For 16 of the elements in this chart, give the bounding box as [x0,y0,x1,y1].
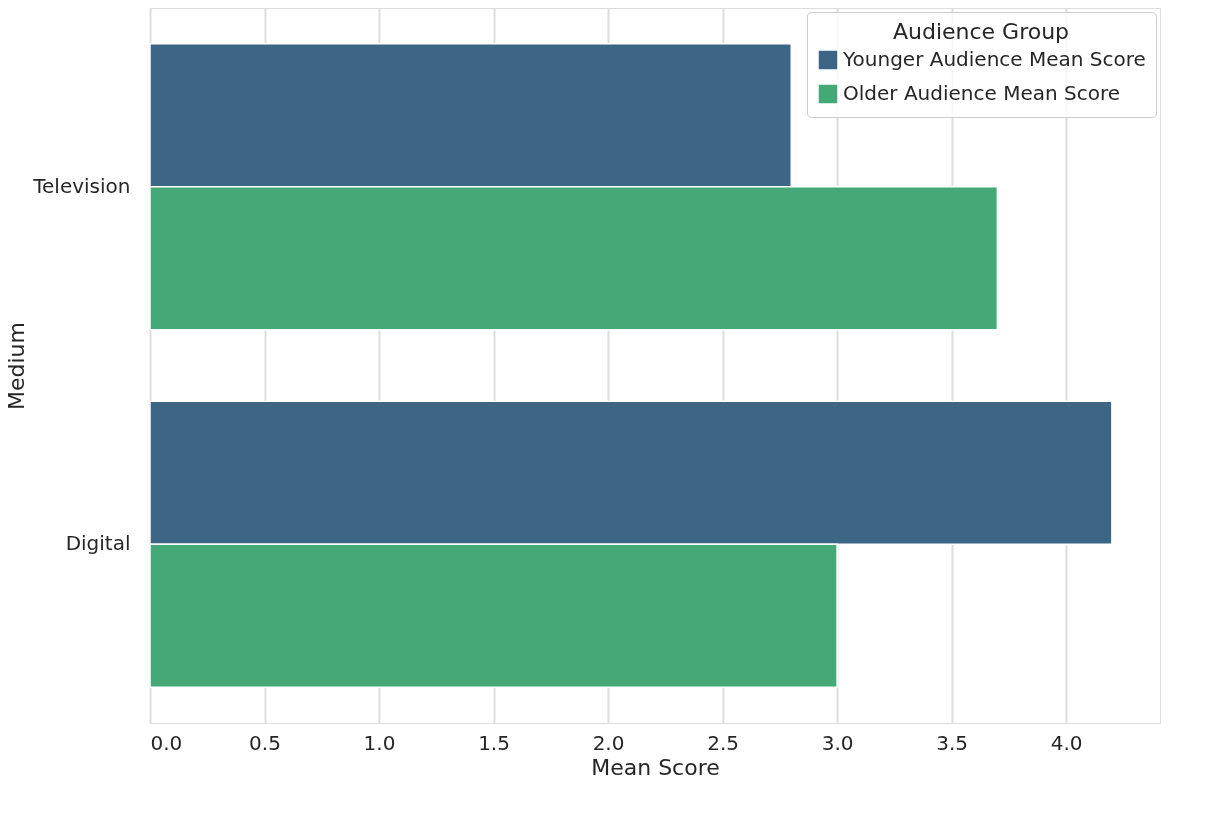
legend-label: Younger Audience Mean Score [842,47,1146,71]
x-tick-label: 2.0 [592,730,625,755]
x-axis-title: Mean Score [591,754,720,780]
x-tick-label: 1.0 [363,730,396,755]
x-tick-label: 0.0 [150,730,183,755]
y-tick-label: Television [32,173,131,198]
x-tick-label: 2.5 [707,730,739,755]
y-tick-label: Digital [65,531,131,556]
legend-title: Audience Group [892,19,1070,44]
x-tick-label: 3.0 [821,730,854,755]
x-tick-label: 0.5 [249,730,281,755]
x-tick-label: 1.5 [478,730,510,755]
legend-label: Older Audience Mean Score [843,81,1120,105]
x-tick-label: 3.5 [936,730,968,755]
x-tick-label: 4.0 [1050,730,1083,755]
y-axis-title: Medium [4,322,30,410]
